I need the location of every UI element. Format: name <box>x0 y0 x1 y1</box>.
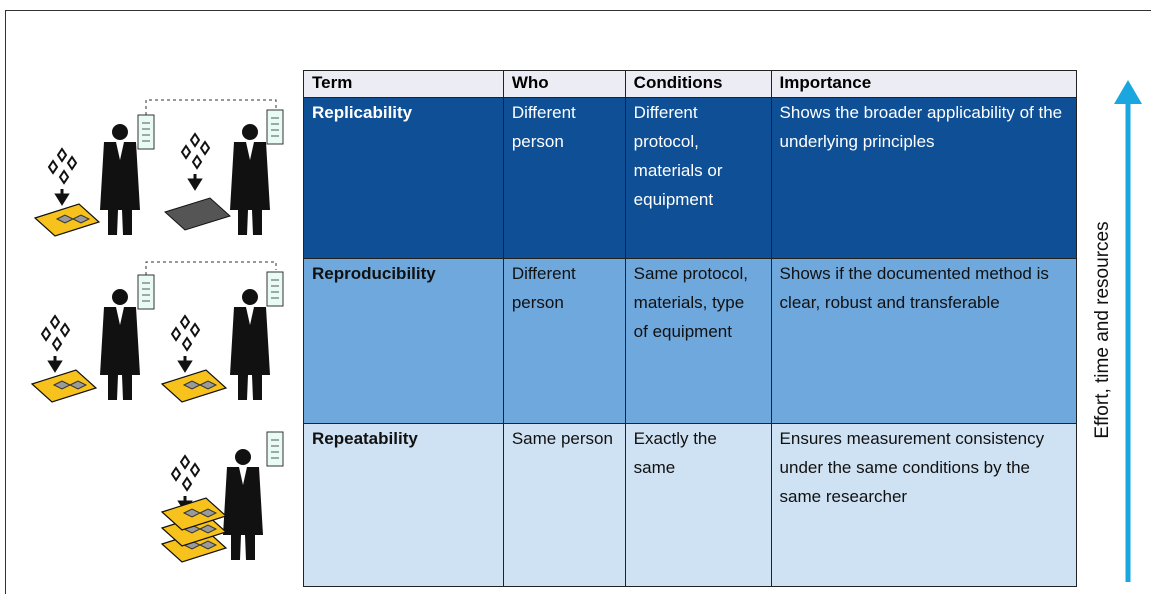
row: Repeatability Same person Exactly the sa… <box>303 423 1078 587</box>
cell: Ensures measurement consistency under th… <box>770 423 1078 587</box>
cell: Shows the broader applicability of the u… <box>770 97 1078 259</box>
effort-arrow <box>1114 80 1142 582</box>
cell: Same person <box>502 423 626 587</box>
term-cell: Replicability <box>303 97 504 259</box>
header-cell: Importance <box>770 70 1078 98</box>
cell: Exactly the same <box>624 423 772 587</box>
term-cell: Repeatability <box>303 423 504 587</box>
header-cell: Term <box>303 70 504 98</box>
side-label: Effort, time and resources <box>1092 221 1113 439</box>
cell: Shows if the documented method is clear,… <box>770 258 1078 424</box>
replicability-illustration <box>34 99 284 237</box>
cell: Different person <box>502 258 626 424</box>
header-cell: Who <box>502 70 626 98</box>
comparison-table: Term Who Conditions Importance Replicabi… <box>303 70 1078 587</box>
row: Reproducibility Different person Same pr… <box>303 258 1078 424</box>
header-row: Term Who Conditions Importance <box>303 70 1078 98</box>
cell: Same protocol, materials, type of equipm… <box>624 258 772 424</box>
cell: Different protocol, materials or equipme… <box>624 97 772 259</box>
repeatability-illustration <box>161 431 284 563</box>
cell: Different person <box>502 97 626 259</box>
frame <box>5 10 1151 594</box>
reproducibility-illustration <box>31 261 284 403</box>
header-cell: Conditions <box>624 70 772 98</box>
term-cell: Reproducibility <box>303 258 504 424</box>
row: Replicability Different person Different… <box>303 97 1078 259</box>
